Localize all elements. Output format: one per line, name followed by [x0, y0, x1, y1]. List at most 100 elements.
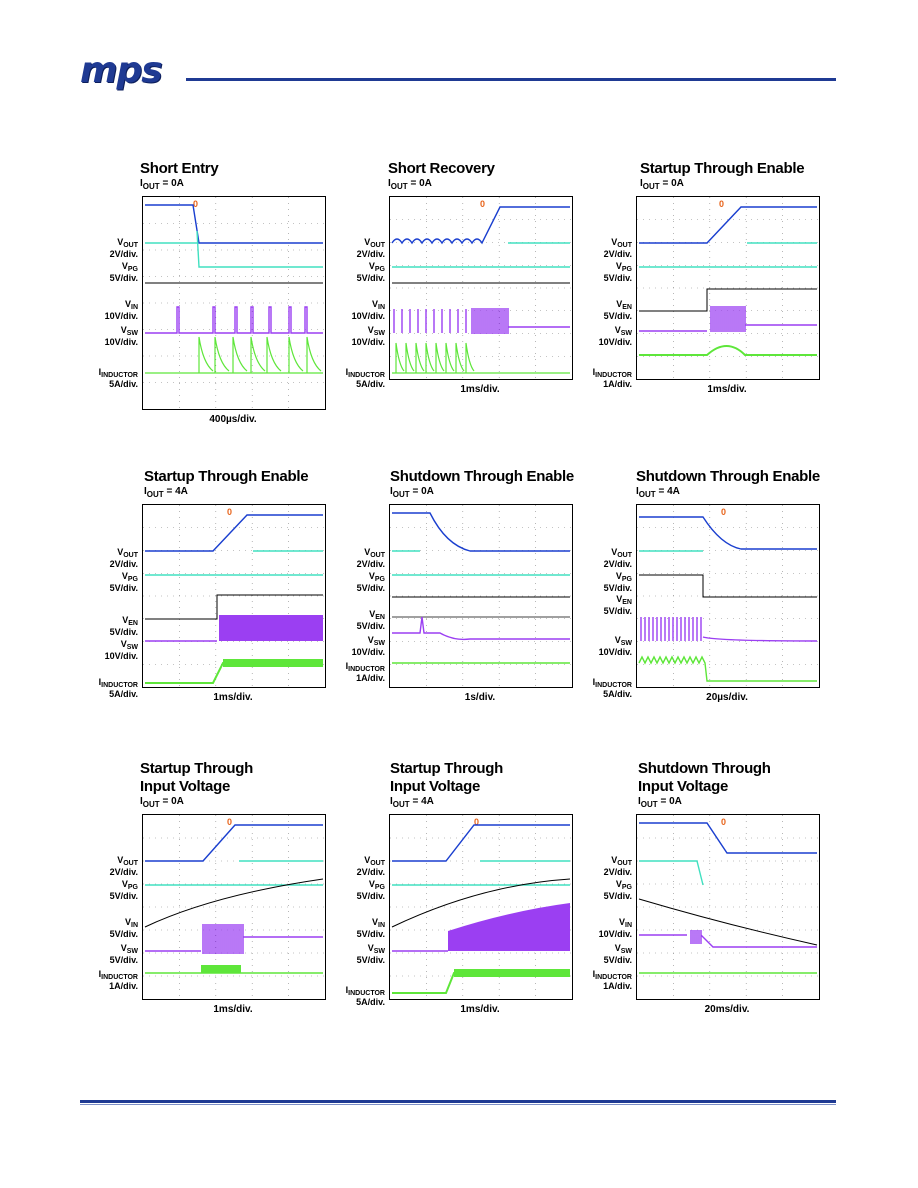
header-rule — [186, 78, 836, 81]
channel-label: VPG 5V/div. — [356, 571, 385, 593]
footer-rule — [80, 1100, 836, 1103]
channel-label: VOUT 2V/div. — [603, 237, 632, 259]
vout-trace — [639, 822, 817, 854]
scope-screen: 0 — [142, 814, 326, 1000]
channel-label: VEN 5V/div. — [603, 299, 632, 321]
vout-trace — [145, 824, 323, 862]
test-condition: IOUT = 0A — [638, 796, 682, 809]
timebase-label: 1ms/div. — [460, 384, 500, 395]
channel-label: VIN 10V/div. — [351, 299, 385, 321]
timebase-label: 20ms/div. — [704, 1004, 750, 1015]
vsw-trace — [145, 924, 323, 954]
ven-trace — [639, 288, 817, 312]
channel-label: IINDUCTOR 1A/div. — [345, 661, 385, 683]
ven-trace — [639, 574, 817, 598]
channel-label: IINDUCTOR 1A/div. — [592, 367, 632, 389]
timebase-label: 1s/div. — [464, 692, 496, 703]
panel-title: Shutdown Through — [638, 760, 771, 777]
channel-label: IINDUCTOR 5A/div. — [345, 985, 385, 1007]
vsw-burst — [219, 615, 323, 641]
scope-screen: 0 — [142, 504, 326, 688]
channel-label: IINDUCTOR 1A/div. — [98, 969, 138, 991]
channel-label: VIN 10V/div. — [598, 917, 632, 939]
channel-label: VPG 5V/div. — [603, 879, 632, 901]
scope-screen: 0 — [636, 814, 820, 1000]
vout-trace — [639, 516, 817, 550]
panel-title: Short Entry — [140, 160, 219, 177]
channel-label: VSW 10V/div. — [351, 325, 385, 347]
il-trace — [145, 336, 323, 374]
vout-trace — [145, 514, 323, 552]
vpg-trace — [639, 860, 704, 886]
channel-label: VSW 5V/div. — [356, 943, 385, 965]
test-condition: IOUT = 4A — [390, 796, 434, 809]
scope-screen: 0 — [636, 504, 820, 688]
channel-label: VEN 5V/div. — [109, 615, 138, 637]
channel-label: IINDUCTOR 5A/div. — [592, 677, 632, 699]
il-ripple — [201, 965, 241, 973]
trigger-marker: 0 — [227, 817, 232, 827]
vsw-burst — [448, 903, 570, 951]
channel-label: VIN 5V/div. — [356, 917, 385, 939]
channel-label: IINDUCTOR 5A/div. — [98, 367, 138, 389]
test-condition: IOUT = 0A — [388, 178, 432, 191]
vout-trace — [145, 204, 323, 244]
panel-title-line2: Input Voltage — [140, 778, 230, 795]
vsw-trace — [639, 306, 817, 332]
vin-trace — [638, 898, 818, 946]
channel-label: VSW 10V/div. — [351, 635, 385, 657]
panel-title-line2: Input Voltage — [390, 778, 480, 795]
channel-label: VOUT 2V/div. — [356, 547, 385, 569]
timebase-label: 20µs/div. — [706, 692, 748, 703]
channel-label: VOUT 2V/div. — [356, 237, 385, 259]
channel-label: VEN 5V/div. — [356, 609, 385, 631]
trigger-marker: 0 — [721, 507, 726, 517]
vsw-trace — [393, 308, 570, 334]
il-trace — [638, 655, 817, 682]
panel-title: Shutdown Through Enable — [636, 468, 820, 485]
timebase-label: 1ms/div. — [213, 1004, 253, 1015]
scope-screen: 0 — [142, 196, 326, 410]
vout-trace — [392, 824, 570, 862]
timebase-label: 1ms/div. — [213, 692, 253, 703]
channel-label: VEN 5V/div. — [603, 594, 632, 616]
test-condition: IOUT = 0A — [140, 178, 184, 191]
channel-label: VOUT 2V/div. — [109, 237, 138, 259]
trigger-marker: 0 — [721, 817, 726, 827]
panel-title: Short Recovery — [388, 160, 495, 177]
channel-label: IINDUCTOR 1A/div. — [592, 969, 632, 991]
scope-screen: 0 — [636, 196, 820, 380]
channel-label: VSW 10V/div. — [104, 639, 138, 661]
il-ripple — [223, 659, 323, 667]
channel-label: VOUT 2V/div. — [356, 855, 385, 877]
channel-label: VSW 10V/div. — [104, 325, 138, 347]
timebase-label: 1ms/div. — [707, 384, 747, 395]
channel-label: VPG 5V/div. — [356, 879, 385, 901]
vsw-trace — [640, 617, 818, 642]
trigger-marker: 0 — [719, 199, 724, 209]
timebase-label: 400µs/div. — [209, 414, 257, 425]
scope-screen: 0 — [389, 196, 573, 380]
vout-trace — [392, 512, 570, 552]
channel-label: IINDUCTOR 5A/div. — [345, 367, 385, 389]
channel-label: VIN 10V/div. — [104, 299, 138, 321]
vsw-trace — [392, 616, 570, 641]
vin-trace — [391, 878, 571, 928]
panel-title: Startup Through Enable — [144, 468, 309, 485]
channel-label: VPG 5V/div. — [356, 261, 385, 283]
channel-label: VSW 5V/div. — [109, 943, 138, 965]
ven-trace — [145, 594, 323, 620]
panel-title-line2: Input Voltage — [638, 778, 728, 795]
channel-label: VOUT 2V/div. — [603, 855, 632, 877]
timebase-label: 1ms/div. — [460, 1004, 500, 1015]
channel-label: VPG 5V/div. — [603, 261, 632, 283]
channel-label: IINDUCTOR 5A/div. — [98, 677, 138, 699]
il-ripple — [454, 969, 570, 977]
test-condition: IOUT = 4A — [636, 486, 680, 499]
channel-label: VPG 5V/div. — [109, 571, 138, 593]
test-condition: IOUT = 0A — [390, 486, 434, 499]
channel-label: VSW 10V/div. — [598, 325, 632, 347]
vout-trace — [639, 206, 817, 244]
scope-screen: 0 — [389, 504, 573, 688]
logo-text: mps — [80, 50, 163, 91]
